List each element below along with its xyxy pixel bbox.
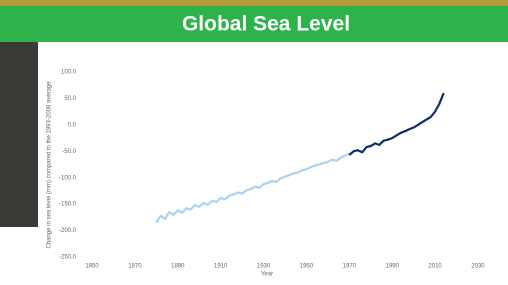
x-tick-label: 2010 [428, 264, 442, 270]
y-tick-label: 100.0 [61, 70, 77, 76]
y-tick-label: -150.0 [59, 202, 77, 208]
y-tick-label: -100.0 [59, 175, 77, 181]
chart: Global Sea Level Year Change in sea leve… [0, 0, 508, 285]
x-tick-label: 1970 [343, 264, 357, 270]
background [0, 0, 508, 285]
y-axis-label: Change in sea level (mm) compared to the… [47, 81, 53, 249]
y-tick-label: -250.0 [59, 255, 77, 261]
x-tick-label: 1950 [300, 264, 314, 270]
top-photo-strip [0, 0, 508, 6]
y-tick-label: 0.0 [68, 122, 77, 128]
x-tick-label: 1930 [257, 264, 271, 270]
x-axis-label: Year [261, 272, 273, 278]
y-tick-label: 50.0 [64, 96, 76, 102]
x-tick-label: 2030 [471, 264, 485, 270]
x-tick-label: 1850 [85, 264, 99, 270]
y-tick-label: -50.0 [62, 149, 76, 155]
x-tick-label: 1910 [214, 264, 228, 270]
y-tick-label: -200.0 [59, 228, 77, 234]
x-tick-label: 1890 [171, 264, 185, 270]
side-photo-strip [0, 42, 38, 227]
chart-title: Global Sea Level [182, 13, 350, 36]
x-tick-label: 1990 [386, 264, 400, 270]
x-tick-label: 1870 [128, 264, 142, 270]
